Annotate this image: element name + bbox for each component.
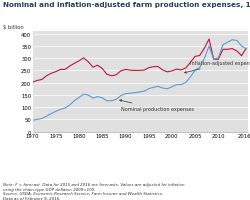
Text: Nominal production expenses: Nominal production expenses (119, 100, 193, 112)
Text: Note: F = forecast. Data for 2015 and 2016 are forecasts. Values are adjusted fo: Note: F = forecast. Data for 2015 and 20… (2, 182, 183, 200)
Text: $ billion: $ billion (2, 25, 23, 30)
Text: Nominal and inflation-adjusted farm production expenses, 1970-2016F: Nominal and inflation-adjusted farm prod… (2, 2, 250, 8)
Text: Inflation-adjusted expenses: Inflation-adjusted expenses (184, 61, 250, 74)
